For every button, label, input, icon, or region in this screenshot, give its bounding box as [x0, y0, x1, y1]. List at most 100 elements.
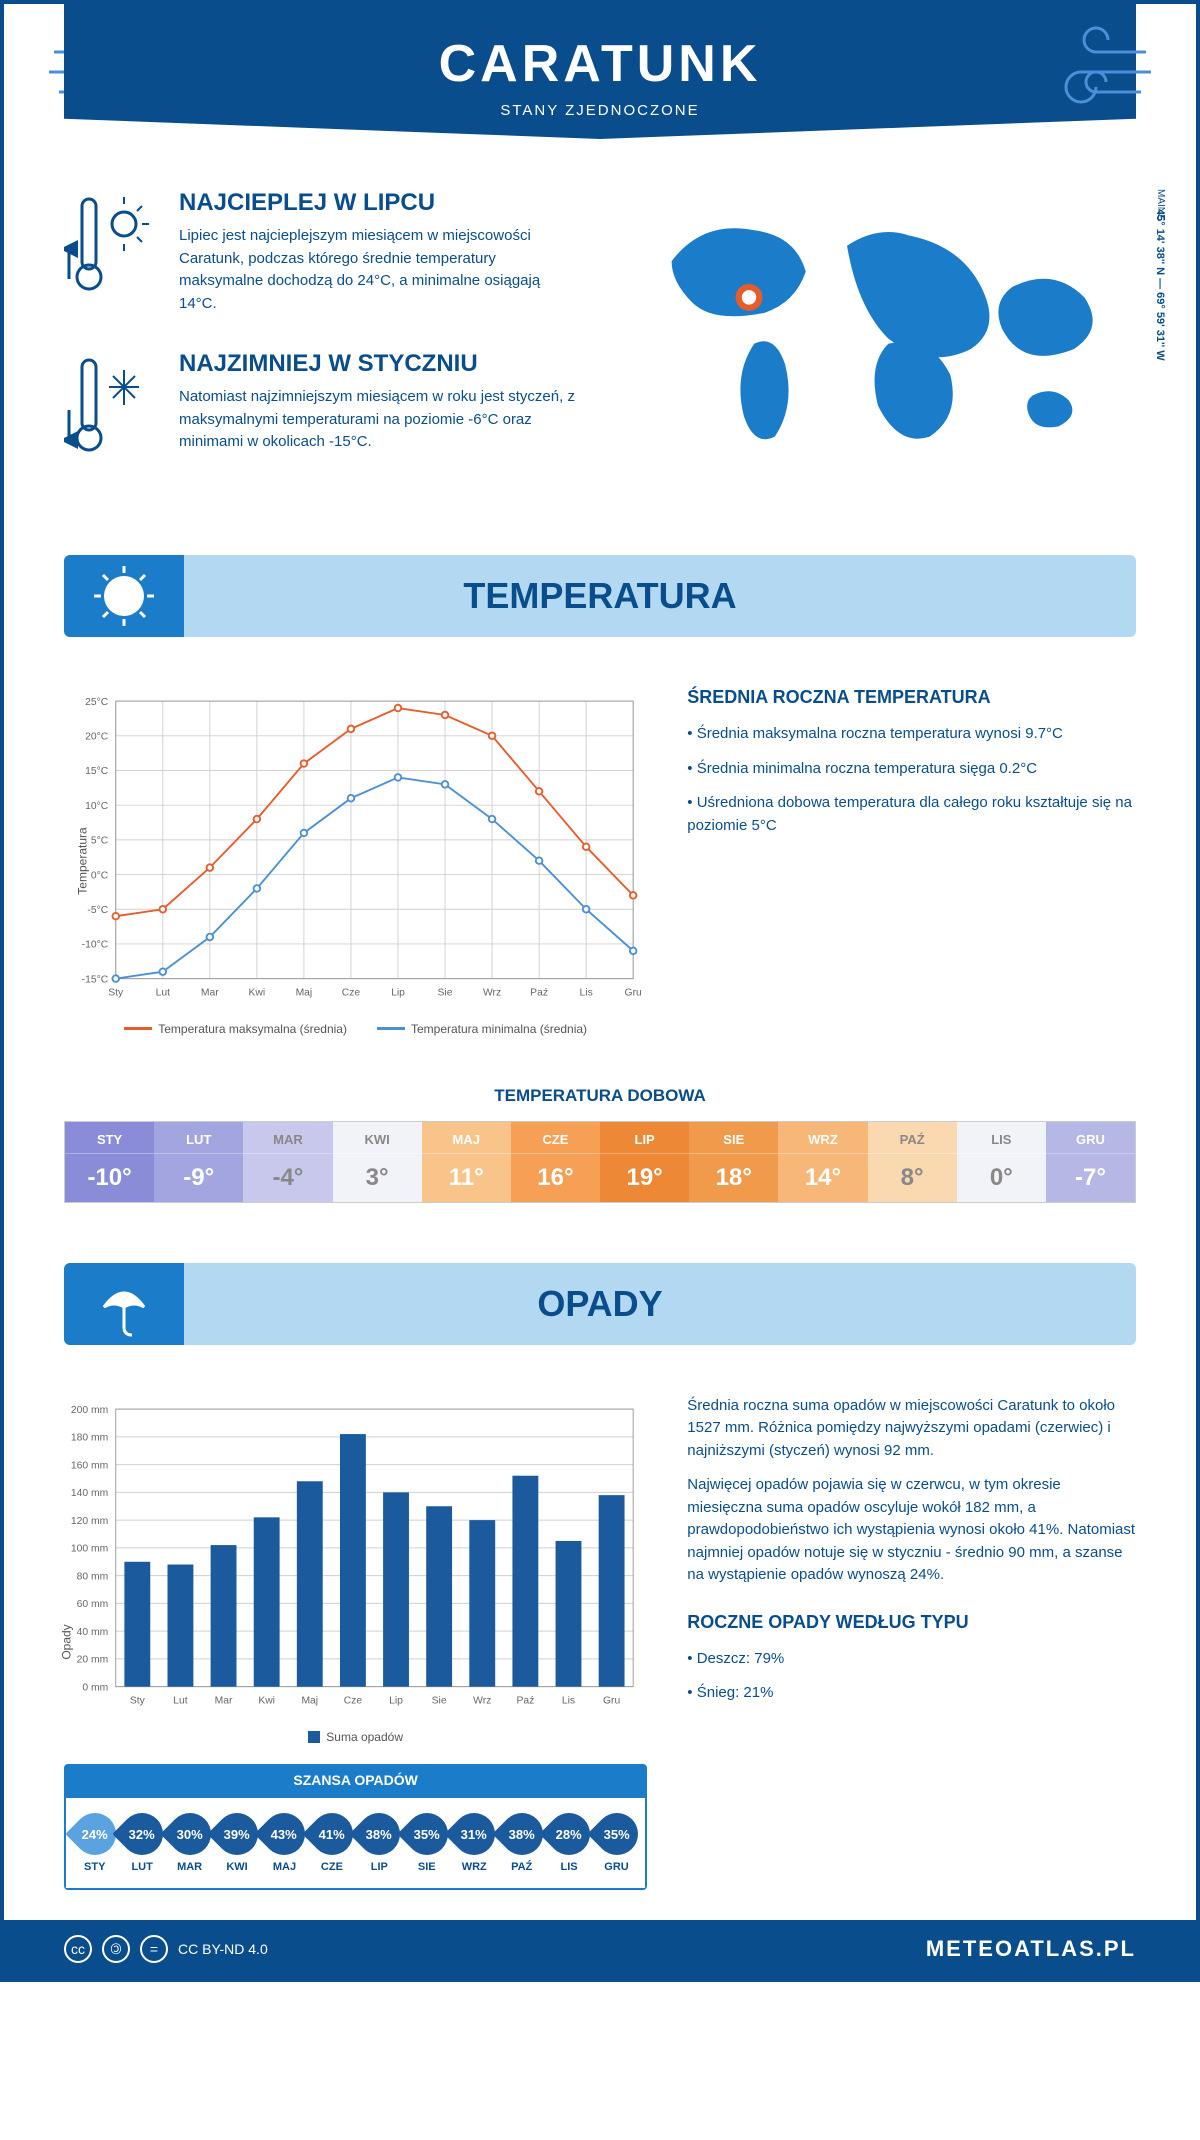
hot-body: Lipiec jest najcieplejszym miesiącem w m…	[179, 225, 580, 315]
chance-month: MAR	[166, 1861, 213, 1873]
temp-cell-value: 0°	[957, 1164, 1046, 1192]
svg-text:Sty: Sty	[108, 988, 124, 999]
svg-text:Kwi: Kwi	[258, 1695, 275, 1706]
chance-pct: 31%	[461, 1826, 487, 1841]
thermometer-snow-icon	[64, 350, 154, 460]
svg-text:Paź: Paź	[530, 988, 548, 999]
precip-bar-chart: 0 mm20 mm40 mm60 mm80 mm100 mm120 mm140 …	[64, 1395, 647, 1715]
svg-text:100 mm: 100 mm	[71, 1543, 108, 1554]
chance-month: GRU	[593, 1861, 640, 1873]
temperature-header: TEMPERATURA	[64, 555, 1136, 637]
svg-text:Sie: Sie	[432, 1695, 447, 1706]
temp-cell-value: 3°	[333, 1164, 422, 1192]
temp-cell-month: LIP	[600, 1132, 689, 1154]
svg-text:Lip: Lip	[391, 988, 405, 999]
svg-text:Mar: Mar	[215, 1695, 233, 1706]
temp-cell-value: -9°	[154, 1164, 243, 1192]
chance-pct: 28%	[556, 1826, 582, 1841]
temp-y-label: Temperatura	[76, 828, 90, 895]
svg-text:25°C: 25°C	[85, 697, 109, 708]
svg-text:Cze: Cze	[344, 1695, 363, 1706]
license-text: CC BY-ND 4.0	[178, 1941, 268, 1957]
chance-month: MAJ	[261, 1861, 308, 1873]
temp-cell: GRU-7°	[1046, 1122, 1135, 1202]
chance-drop: 41%CZE	[308, 1813, 355, 1873]
legend-min-label: Temperatura minimalna (średnia)	[411, 1022, 587, 1036]
temperature-stats: ŚREDNIA ROCZNA TEMPERATURA • Średnia mak…	[687, 687, 1136, 1036]
chance-month: WRZ	[451, 1861, 498, 1873]
temp-cell-month: CZE	[511, 1132, 600, 1154]
temp-cell: WRZ14°	[778, 1122, 867, 1202]
svg-text:Wrz: Wrz	[473, 1695, 491, 1706]
svg-text:10°C: 10°C	[85, 801, 109, 812]
coordinates: 45° 14' 38'' N — 69° 59' 31'' W	[1154, 209, 1166, 361]
chance-pct: 38%	[366, 1826, 392, 1841]
legend-precip-label: Suma opadów	[326, 1730, 403, 1744]
svg-text:-10°C: -10°C	[82, 940, 109, 951]
svg-text:Gru: Gru	[603, 1695, 620, 1706]
chance-month: PAŹ	[498, 1861, 545, 1873]
chance-pct: 32%	[129, 1826, 155, 1841]
temp-cell-value: 16°	[511, 1164, 600, 1192]
page-title: CARATUNK	[64, 34, 1136, 94]
temp-cell-value: -10°	[65, 1164, 154, 1192]
temp-cell-month: KWI	[333, 1132, 422, 1154]
temp-cell-value: 11°	[422, 1164, 511, 1192]
temp-cell: STY-10°	[65, 1122, 154, 1202]
svg-text:Sty: Sty	[130, 1695, 146, 1706]
temp-stats-title: ŚREDNIA ROCZNA TEMPERATURA	[687, 687, 1136, 708]
temp-cell-value: 14°	[778, 1164, 867, 1192]
svg-text:Maj: Maj	[301, 1695, 318, 1706]
svg-text:0°C: 0°C	[91, 870, 109, 881]
cold-block: NAJZIMNIEJ W STYCZNIU Natomiast najzimni…	[64, 350, 580, 460]
chance-drop: 35% SIE	[403, 1813, 450, 1873]
svg-text:Kwi: Kwi	[249, 988, 266, 999]
svg-text:15°C: 15°C	[85, 766, 109, 777]
temp-cell-month: LIS	[957, 1132, 1046, 1154]
chance-month: SIE	[403, 1861, 450, 1873]
site-name: METEOATLAS.PL	[926, 1936, 1136, 1962]
temp-cell: PAŹ8°	[868, 1122, 957, 1202]
svg-text:Maj: Maj	[296, 988, 313, 999]
svg-text:Wrz: Wrz	[483, 988, 501, 999]
daily-temp-title: TEMPERATURA DOBOWA	[64, 1086, 1136, 1106]
svg-text:200 mm: 200 mm	[71, 1405, 108, 1416]
chance-pct: 35%	[414, 1826, 440, 1841]
svg-text:-5°C: -5°C	[87, 905, 108, 916]
svg-text:0 mm: 0 mm	[82, 1682, 108, 1693]
wind-icon-right	[1016, 22, 1156, 122]
precip-type-line: • Śnieg: 21%	[687, 1682, 1136, 1705]
svg-text:Lis: Lis	[562, 1695, 575, 1706]
svg-text:Cze: Cze	[342, 988, 361, 999]
precip-text: Średnia roczna suma opadów w miejscowośc…	[687, 1395, 1136, 1890]
legend-max-label: Temperatura maksymalna (średnia)	[158, 1022, 347, 1036]
svg-text:Lut: Lut	[173, 1695, 187, 1706]
svg-text:20 mm: 20 mm	[77, 1655, 109, 1666]
temp-cell: MAJ 11°	[422, 1122, 511, 1202]
legend-precip-swatch	[308, 1731, 320, 1743]
chance-drop: 38%LIP	[356, 1813, 403, 1873]
temp-stat-line: • Średnia minimalna roczna temperatura s…	[687, 758, 1136, 781]
temp-cell-month: SIE	[689, 1132, 778, 1154]
temp-cell: MAR-4°	[243, 1122, 332, 1202]
precip-type-line: • Deszcz: 79%	[687, 1648, 1136, 1671]
chance-drop: 30%MAR	[166, 1813, 213, 1873]
page-footer: cc 🄯 = CC BY-ND 4.0 METEOATLAS.PL	[4, 1920, 1196, 1978]
chance-month: LIS	[545, 1861, 592, 1873]
temp-cell-value: 18°	[689, 1164, 778, 1192]
precip-chance-box: SZANSA OPADÓW 24%STY32%LUT30%MAR39%KWI43…	[64, 1764, 647, 1890]
temp-cell-month: LUT	[154, 1132, 243, 1154]
temp-cell-month: PAŹ	[868, 1132, 957, 1154]
precip-legend: Suma opadów	[64, 1730, 647, 1744]
temp-cell-value: -7°	[1046, 1164, 1135, 1192]
precip-chance-title: SZANSA OPADÓW	[66, 1766, 645, 1798]
chance-month: CZE	[308, 1861, 355, 1873]
page-header: CARATUNK STANY ZJEDNOCZONE	[4, 4, 1196, 139]
temp-legend: Temperatura maksymalna (średnia) Tempera…	[64, 1022, 647, 1036]
chance-pct: 38%	[509, 1826, 535, 1841]
precip-y-label: Opady	[60, 1625, 74, 1660]
svg-text:Lut: Lut	[156, 988, 170, 999]
svg-text:40 mm: 40 mm	[77, 1627, 109, 1638]
temp-cell-month: MAJ	[422, 1132, 511, 1154]
chance-drop: 32%LUT	[118, 1813, 165, 1873]
